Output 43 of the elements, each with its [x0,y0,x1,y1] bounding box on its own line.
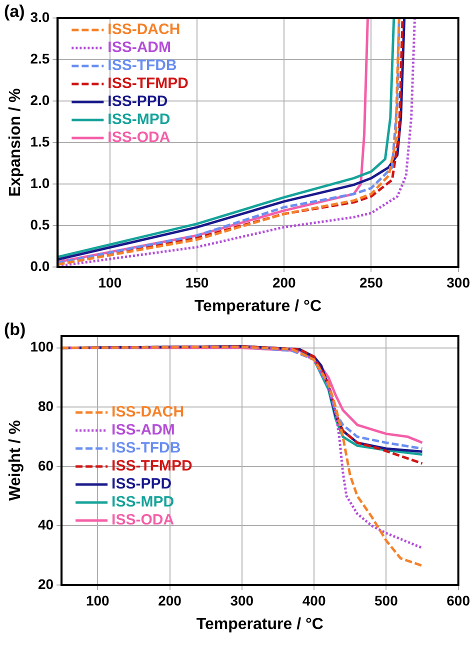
y-tick-label: 60 [38,457,54,474]
x-tick-label: 150 [185,274,209,290]
x-tick-label: 300 [446,274,470,290]
y-tick-label: 1.0 [30,174,50,191]
x-tick-label: 200 [272,274,296,290]
y-tick-label: 40 [38,516,54,533]
legend-label: ISS-TFDB [112,440,181,457]
legend-label: ISS-PPD [108,93,168,110]
legend-label: ISS-MPD [108,111,170,128]
y-tick-label: 0.0 [30,258,50,274]
x-axis-title: Temperature / °C [196,616,324,633]
legend-label: ISS-DACH [108,21,180,38]
chart-title: (a) [4,2,25,22]
x-tick-label: 300 [230,592,254,608]
x-tick-label: 600 [446,592,470,608]
x-tick-label: 500 [374,592,398,608]
legend-label: ISS-PPD [112,476,172,493]
y-tick-label: 3.0 [30,8,50,25]
x-tick-label: 400 [302,592,326,608]
x-axis-title: Temperature / °C [194,298,322,315]
x-tick-label: 250 [360,274,384,290]
legend-label: ISS-TFDB [108,57,177,74]
legend-label: ISS-TFMPD [108,75,189,92]
legend-label: ISS-ADM [112,422,175,439]
legend-label: ISS-MPD [112,494,174,511]
legend-label: ISS-ADM [108,39,172,56]
y-tick-label: 1.5 [30,133,50,150]
x-tick-label: 100 [98,274,122,290]
y-tick-label: 20 [38,576,54,592]
y-tick-label: 2.5 [30,50,50,66]
y-tick-label: 0.5 [30,216,50,232]
legend-label: ISS-TFMPD [112,458,193,475]
legend-label: ISS-ODA [112,512,174,529]
y-tick-label: 80 [38,398,54,414]
y-axis-title: Expansion / % [7,88,24,197]
y-tick-label: 100 [30,338,54,355]
y-axis-title: Weight / % [7,420,24,501]
legend-label: ISS-DACH [112,404,184,421]
legend-label: ISS-ODA [108,129,170,146]
y-tick-label: 2.0 [30,92,50,108]
x-tick-label: 200 [158,592,182,608]
chart-title: (b) [4,320,26,340]
x-tick-label: 100 [86,592,110,608]
